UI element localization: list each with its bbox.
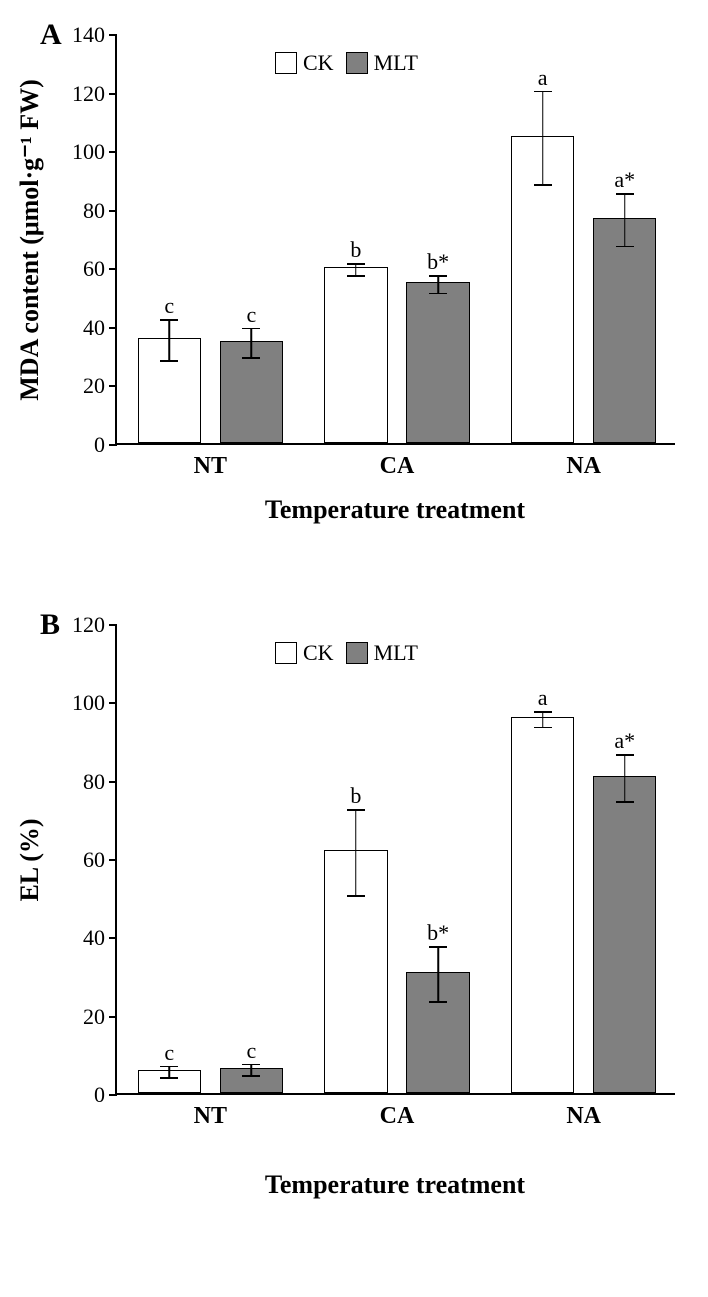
bar-sig-label: a: [538, 65, 548, 91]
x-tick-label: NT: [194, 1093, 227, 1130]
bar-mlt: [593, 218, 656, 444]
y-tick-label: 20: [83, 1004, 117, 1030]
legend-swatch: [275, 642, 297, 664]
bar-sig-label: c: [164, 1040, 174, 1066]
legend-item: CK: [275, 50, 334, 76]
error-cap: [534, 91, 552, 93]
y-tick-label: 0: [94, 1082, 117, 1108]
x-axis-title: Temperature treatment: [265, 495, 525, 525]
bar-sig-label: a: [538, 685, 548, 711]
figure: A 0 20 40 60 80 100 120 140 NT c c CA b b* NA a a* MDA con…: [0, 0, 708, 1297]
x-tick-label: CA: [380, 1093, 415, 1130]
plot-area: 020406080100120140NTccCAbb*NAaa*: [115, 35, 675, 445]
legend-item: MLT: [346, 640, 418, 666]
bar-sig-label: b*: [427, 249, 449, 275]
bar-sig-label: b*: [427, 920, 449, 946]
error-bar: [437, 946, 439, 1001]
y-tick-label: 40: [83, 925, 117, 951]
error-bar: [542, 91, 544, 185]
panel-b: B 0 20 40 60 80 100 120 NT c c CA b b* NA a a* EL (%) Temp…: [0, 590, 708, 1297]
legend: CK MLT: [275, 50, 418, 76]
legend-label: MLT: [374, 50, 418, 76]
error-cap: [242, 1064, 260, 1066]
panel-label: B: [40, 608, 60, 642]
x-tick-label: NT: [194, 443, 227, 480]
error-cap: [242, 1075, 260, 1077]
x-tick-label: NA: [566, 443, 601, 480]
legend-label: MLT: [374, 640, 418, 666]
error-cap: [429, 275, 447, 277]
error-cap: [534, 184, 552, 186]
bar-sig-label: c: [164, 293, 174, 319]
error-cap: [616, 754, 634, 756]
error-cap: [160, 360, 178, 362]
legend-swatch: [346, 52, 368, 74]
y-tick-label: 100: [72, 690, 117, 716]
legend-swatch: [275, 52, 297, 74]
y-tick-label: 100: [72, 139, 117, 165]
error-cap: [160, 319, 178, 321]
x-tick-label: CA: [380, 443, 415, 480]
error-cap: [429, 1001, 447, 1003]
error-cap: [242, 357, 260, 359]
legend-label: CK: [303, 50, 334, 76]
y-tick-label: 120: [72, 612, 117, 638]
legend-item: MLT: [346, 50, 418, 76]
x-tick-label: NA: [566, 1093, 601, 1130]
error-cap: [347, 275, 365, 277]
y-axis-title: MDA content (μmol·g⁻¹ FW): [15, 79, 45, 400]
y-tick-label: 60: [83, 847, 117, 873]
error-cap: [534, 727, 552, 729]
error-cap: [616, 193, 634, 195]
legend-item: CK: [275, 640, 334, 666]
error-bar: [355, 809, 357, 895]
y-tick-label: 120: [72, 81, 117, 107]
error-cap: [347, 263, 365, 265]
y-tick-label: 60: [83, 256, 117, 282]
bar-sig-label: a*: [614, 167, 635, 193]
error-bar: [437, 275, 439, 293]
error-cap: [242, 328, 260, 330]
x-axis-title: Temperature treatment: [265, 1170, 525, 1200]
y-axis-title: EL (%): [15, 818, 45, 901]
bar-mlt: [406, 282, 469, 443]
legend-label: CK: [303, 640, 334, 666]
panel-a: A 0 20 40 60 80 100 120 140 NT c c CA b b* NA a a* MDA con…: [0, 0, 708, 590]
error-bar: [169, 319, 171, 360]
legend-swatch: [346, 642, 368, 664]
y-tick-label: 80: [83, 198, 117, 224]
error-cap: [160, 1077, 178, 1079]
y-tick-label: 0: [94, 432, 117, 458]
error-cap: [534, 711, 552, 713]
error-cap: [160, 1066, 178, 1068]
error-bar: [251, 1064, 253, 1076]
bar-ck: [324, 267, 387, 443]
error-cap: [616, 801, 634, 803]
y-tick-label: 20: [83, 373, 117, 399]
y-tick-label: 140: [72, 22, 117, 48]
error-cap: [429, 946, 447, 948]
y-tick-label: 40: [83, 315, 117, 341]
error-bar: [251, 328, 253, 357]
error-bar: [542, 711, 544, 727]
plot-area: 020406080100120NTccCAbb*NAaa*: [115, 625, 675, 1095]
bar-mlt: [593, 776, 656, 1093]
error-bar: [624, 193, 626, 246]
error-bar: [624, 754, 626, 801]
error-cap: [347, 809, 365, 811]
bar-sig-label: c: [247, 302, 257, 328]
panel-label: A: [40, 18, 62, 52]
error-cap: [429, 293, 447, 295]
error-cap: [347, 895, 365, 897]
bar-sig-label: b: [350, 237, 361, 263]
bar-sig-label: b: [350, 783, 361, 809]
error-cap: [616, 246, 634, 248]
bar-sig-label: c: [247, 1038, 257, 1064]
y-tick-label: 80: [83, 769, 117, 795]
legend: CK MLT: [275, 640, 418, 666]
error-bar: [169, 1066, 171, 1078]
bar-sig-label: a*: [614, 728, 635, 754]
bar-ck: [511, 717, 574, 1093]
error-bar: [355, 263, 357, 275]
